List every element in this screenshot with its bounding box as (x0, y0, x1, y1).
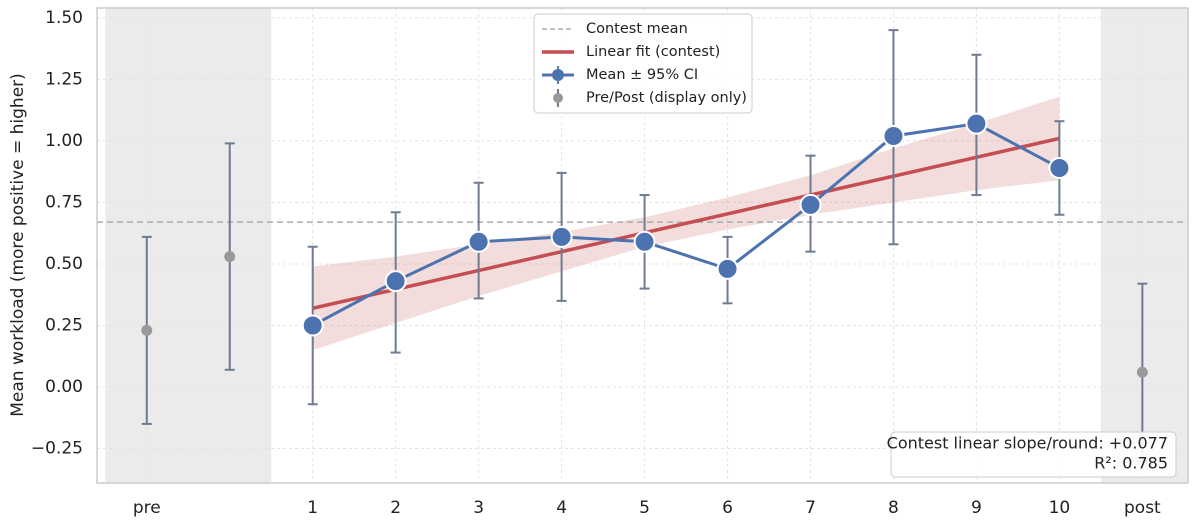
data-point (716, 257, 739, 280)
data-point (965, 112, 988, 135)
x-tick-label: 9 (971, 498, 982, 518)
legend: Contest mean Linear fit (contest) Mean ± 9… (533, 13, 753, 114)
y-tick-label: 0.75 (45, 192, 83, 212)
data-point (633, 230, 656, 253)
legend-label: Contest mean (586, 21, 688, 37)
y-tick-label: 1.50 (45, 8, 83, 28)
shaded-region (105, 8, 272, 483)
legend-box (533, 13, 753, 114)
data-point (1136, 366, 1148, 378)
x-tick-label: 1 (307, 498, 318, 518)
annotation-text: R²: 0.785 (1094, 454, 1168, 473)
x-tick-label: pre (133, 498, 161, 518)
y-tick-label: 1.25 (45, 69, 83, 89)
series-line (312, 122, 1061, 327)
x-tick-label: 2 (390, 498, 401, 518)
x-tick-label: 3 (473, 498, 484, 518)
x-tick-label: 4 (556, 498, 567, 518)
data-point (550, 225, 573, 248)
legend-label: Mean ± 95% CI (586, 67, 698, 83)
y-tick-label: 1.00 (45, 131, 83, 151)
fit-line (312, 136, 1060, 310)
x-tick-label: 5 (639, 498, 650, 518)
legend-label: Pre/Post (display only) (586, 90, 747, 106)
legend-handle (553, 93, 563, 103)
data-point (141, 324, 153, 336)
x-tick-label: 6 (722, 498, 733, 518)
data-point (224, 251, 236, 263)
y-tick-label: −0.25 (31, 439, 83, 459)
x-tick-label: 10 (1049, 498, 1071, 518)
legend-label: Linear fit (contest) (586, 44, 720, 60)
annotation-text: Contest linear slope/round: +0.077 (887, 434, 1168, 453)
y-tick-label: 0.00 (45, 377, 83, 397)
data-point (1048, 156, 1071, 179)
y-tick-label: 0.50 (45, 254, 83, 274)
x-tick-label: 7 (805, 498, 816, 518)
annotation-box (890, 431, 1177, 478)
x-tick-label: 8 (888, 498, 899, 518)
shaded-region (1100, 8, 1188, 483)
y-tick-label: 0.25 (45, 315, 83, 335)
data-point (882, 124, 905, 147)
plot-frame (96, 7, 1189, 484)
legend-handle (552, 69, 564, 81)
data-point (467, 230, 490, 253)
y-axis-label: Mean workload (more positive = higher) (8, 73, 28, 417)
data-point (384, 270, 407, 293)
x-tick-label: post (1124, 498, 1161, 518)
data-point (799, 193, 822, 216)
data-point (301, 314, 324, 337)
